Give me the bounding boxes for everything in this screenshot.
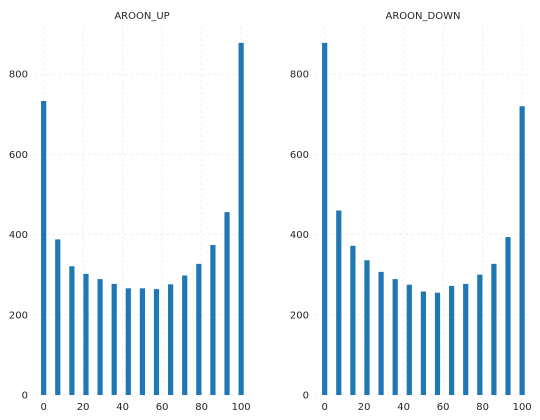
bar-aroon-up-9 <box>168 284 174 395</box>
bar-aroon-down-11 <box>477 274 483 395</box>
chart-title-aroon-down: AROON_DOWN <box>386 11 461 22</box>
bar-aroon-up-8 <box>153 289 160 395</box>
x-tick-labels-aroon-down: 0 20 40 60 80 100 <box>321 402 531 413</box>
x-tick-label: 20 <box>358 402 371 413</box>
bar-aroon-up-0 <box>41 101 47 395</box>
bar-aroon-down-14 <box>519 106 525 395</box>
bar-aroon-down-13 <box>505 236 511 395</box>
y-tick-label: 600 <box>9 150 28 161</box>
bar-aroon-up-13 <box>224 212 230 395</box>
y-tick-labels-aroon-down: 0 200 400 600 800 <box>290 70 309 402</box>
bar-aroon-down-1 <box>336 210 342 395</box>
y-tick-label: 800 <box>290 70 309 81</box>
x-tick-label: 0 <box>40 402 46 413</box>
x-tick-labels-aroon-up: 0 20 40 60 80 100 <box>40 402 250 413</box>
x-tick-label: 0 <box>321 402 327 413</box>
bars-aroon-down <box>322 42 525 396</box>
bar-aroon-up-4 <box>97 279 103 395</box>
x-tick-label: 40 <box>116 402 129 413</box>
y-tick-label: 600 <box>290 150 309 161</box>
x-tick-label: 60 <box>437 402 450 413</box>
bar-aroon-down-5 <box>392 279 398 395</box>
bar-aroon-up-3 <box>83 273 89 395</box>
x-tick-label: 80 <box>476 402 489 413</box>
bar-aroon-down-2 <box>350 245 356 395</box>
y-tick-label: 400 <box>290 230 309 241</box>
bar-aroon-down-10 <box>463 283 469 395</box>
y-tick-labels-aroon-up: 0 200 400 600 800 <box>9 70 28 402</box>
bar-aroon-up-1 <box>55 239 61 395</box>
subplot-aroon-up: AROON_UP 0 20 40 60 80 100 0 200 400 600 800 <box>9 11 251 413</box>
bar-aroon-up-2 <box>69 266 75 395</box>
bar-aroon-down-4 <box>378 271 384 395</box>
y-tick-label: 200 <box>9 310 28 321</box>
y-tick-label: 0 <box>22 391 28 402</box>
bar-aroon-down-3 <box>364 260 370 395</box>
bar-aroon-up-6 <box>125 288 131 395</box>
bar-aroon-down-0 <box>322 42 328 396</box>
bar-aroon-up-12 <box>210 244 216 395</box>
bar-aroon-down-12 <box>491 263 497 395</box>
subplot-aroon-down: AROON_DOWN 0 20 40 60 80 100 0 200 400 600 800 <box>290 11 532 413</box>
y-tick-label: 0 <box>303 391 309 402</box>
y-tick-label: 400 <box>9 230 28 241</box>
y-tick-label: 800 <box>9 70 28 81</box>
bar-aroon-down-9 <box>449 285 455 395</box>
bar-aroon-up-10 <box>182 275 188 395</box>
x-tick-label: 80 <box>195 402 208 413</box>
x-tick-label: 40 <box>397 402 410 413</box>
x-tick-label: 20 <box>77 402 90 413</box>
y-tick-label: 200 <box>290 310 309 321</box>
chart-title-aroon-up: AROON_UP <box>114 11 169 22</box>
bar-aroon-up-7 <box>139 288 146 395</box>
bar-aroon-up-14 <box>238 42 244 396</box>
bar-aroon-down-6 <box>406 284 412 395</box>
bar-aroon-down-8 <box>434 292 441 395</box>
bar-aroon-up-11 <box>196 263 202 395</box>
bar-aroon-down-7 <box>420 291 427 395</box>
x-tick-label: 100 <box>513 402 532 413</box>
bar-aroon-up-5 <box>111 283 117 395</box>
x-tick-label: 100 <box>232 402 251 413</box>
x-tick-label: 60 <box>156 402 169 413</box>
bars-aroon-up <box>41 42 244 396</box>
